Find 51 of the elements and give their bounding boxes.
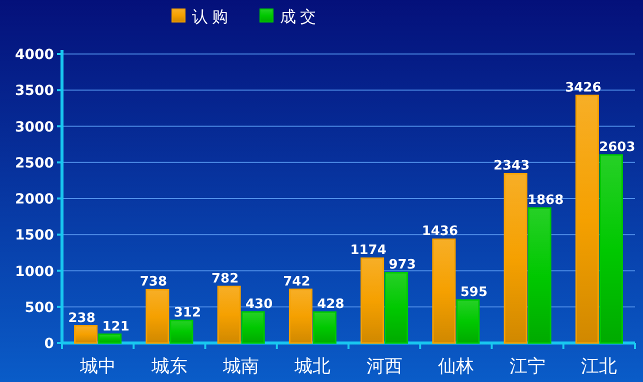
y-tick-label: 2500 <box>15 155 54 172</box>
legend-label: 认购 <box>192 7 232 26</box>
data-label: 1868 <box>527 193 564 208</box>
data-label: 312 <box>174 305 202 320</box>
bar <box>146 288 170 344</box>
data-label: 430 <box>245 296 273 312</box>
bar <box>575 94 599 344</box>
bar <box>170 320 194 344</box>
data-label: 2343 <box>493 158 530 174</box>
x-tick-label: 江北 <box>581 356 618 377</box>
data-label: 121 <box>102 319 130 334</box>
data-label: 3426 <box>565 80 602 96</box>
x-tick-label: 城东 <box>150 356 188 377</box>
data-label: 1174 <box>350 243 386 258</box>
y-tick-label: 1500 <box>15 228 54 244</box>
data-label: 742 <box>283 274 310 290</box>
data-label: 428 <box>317 297 344 312</box>
data-label: 2603 <box>599 140 636 155</box>
data-label: 1436 <box>422 224 458 240</box>
x-tick-label: 河西 <box>366 356 402 377</box>
data-label: 595 <box>460 285 488 300</box>
x-tick-label: 城中 <box>78 356 116 377</box>
y-tick-label: 3000 <box>15 119 54 136</box>
y-tick-label: 2000 <box>15 192 54 208</box>
y-tick-label: 3500 <box>15 83 54 100</box>
bar <box>312 311 336 344</box>
bar <box>456 299 480 344</box>
y-tick-label: 4000 <box>15 47 54 63</box>
legend-label: 成交 <box>280 7 320 26</box>
bar <box>384 272 408 344</box>
x-tick-label: 城南 <box>222 356 260 377</box>
data-label: 738 <box>140 274 168 290</box>
y-tick-label: 1000 <box>15 264 54 280</box>
bar <box>74 325 98 344</box>
data-label: 782 <box>211 272 239 286</box>
bar <box>217 286 241 344</box>
bar <box>98 334 122 344</box>
bar <box>432 238 456 344</box>
bar <box>528 207 552 344</box>
bar <box>288 288 312 344</box>
bar <box>241 311 265 344</box>
bar <box>599 154 623 344</box>
data-label: 238 <box>68 310 96 326</box>
x-tick-label: 江宁 <box>510 356 546 377</box>
bar <box>360 257 384 344</box>
x-tick-label: 城北 <box>294 356 331 377</box>
y-tick-label: 0 <box>44 336 54 352</box>
data-label: 973 <box>388 258 416 273</box>
x-tick-label: 仙林 <box>438 356 474 377</box>
bar <box>504 172 528 344</box>
y-tick-label: 500 <box>24 300 54 316</box>
